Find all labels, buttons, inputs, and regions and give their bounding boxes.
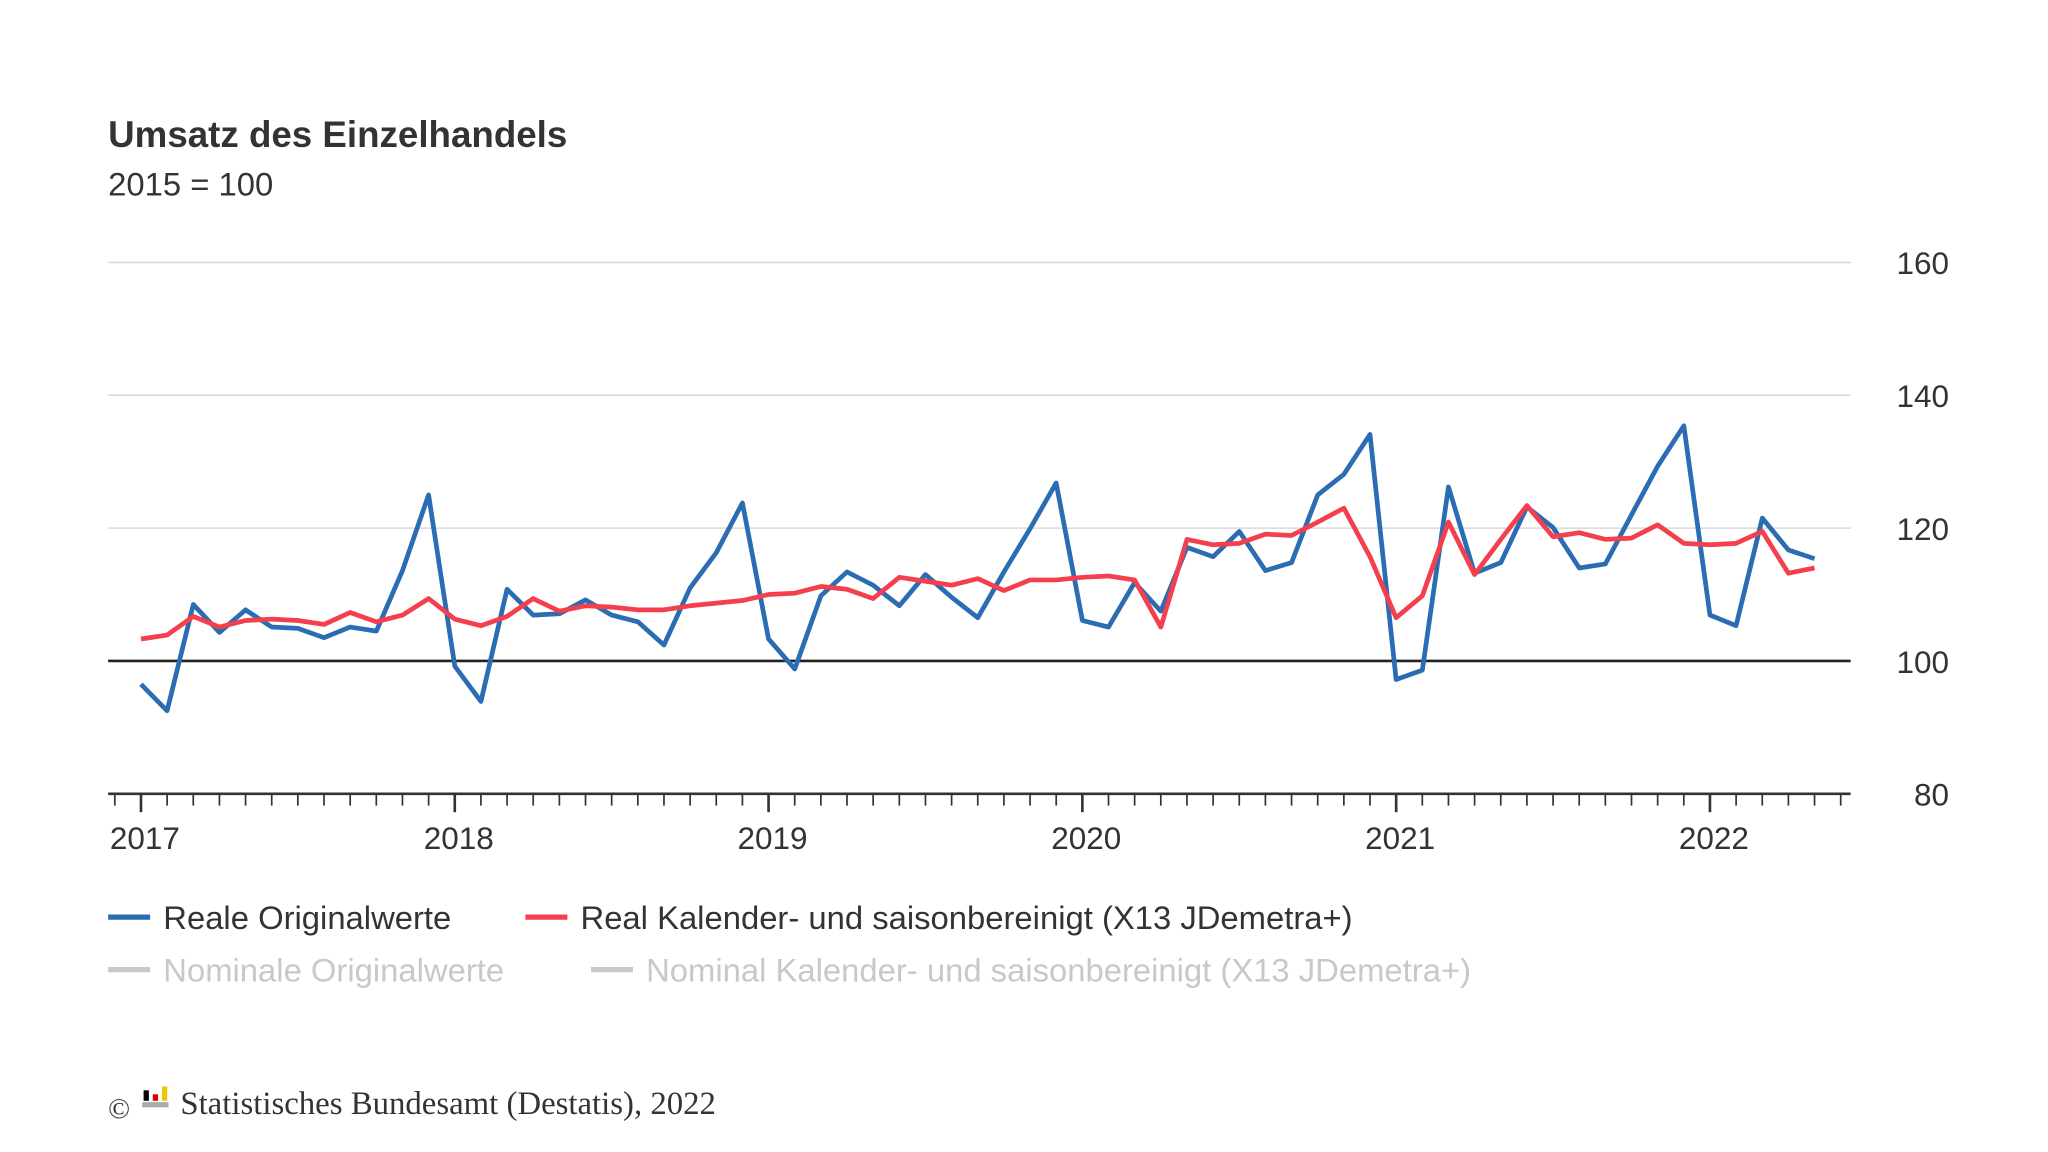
x-tick-label: 2021 bbox=[1365, 821, 1435, 856]
copyright-symbol: © bbox=[108, 1093, 130, 1125]
y-tick-label: 100 bbox=[1896, 645, 1949, 680]
y-axis: 160 140 120 100 80 bbox=[1896, 246, 1949, 812]
legend-label: Real Kalender- und saisonbereinigt (X13 … bbox=[581, 899, 1353, 936]
legend-item[interactable]: Nominale Originalwerte bbox=[108, 951, 504, 988]
chart-subtitle: 2015 = 100 bbox=[108, 165, 273, 202]
series-lines bbox=[139, 423, 1816, 714]
legend: Reale Originalwerte Real Kalender- und sa… bbox=[108, 899, 1471, 988]
series-line-0 bbox=[139, 423, 1816, 714]
y-tick-label: 140 bbox=[1896, 379, 1949, 414]
legend-item[interactable]: Reale Originalwerte bbox=[108, 899, 451, 936]
chart-title: Umsatz des Einzelhandels bbox=[108, 114, 567, 155]
series-line-1 bbox=[140, 503, 1815, 642]
x-tick-label: 2018 bbox=[424, 821, 494, 856]
x-tick-label: 2020 bbox=[1051, 821, 1121, 856]
x-tick-label: 2022 bbox=[1679, 821, 1749, 856]
x-axis: 2017 2018 2019 2020 2021 2022 bbox=[108, 792, 1851, 856]
y-tick-label: 120 bbox=[1896, 512, 1949, 547]
x-tick-label: 2019 bbox=[737, 821, 807, 856]
footer: © Statistisches Bundesamt (Destatis), 20… bbox=[108, 1086, 716, 1125]
y-tick-label: 160 bbox=[1896, 246, 1949, 281]
legend-item[interactable]: Nominal Kalender- und saisonbereinigt (X… bbox=[591, 951, 1471, 988]
x-tick-label: 2017 bbox=[110, 821, 180, 856]
legend-label: Reale Originalwerte bbox=[163, 899, 451, 936]
legend-label: Nominale Originalwerte bbox=[163, 951, 504, 988]
legend-label: Nominal Kalender- und saisonbereinigt (X… bbox=[646, 951, 1471, 988]
grid-lines bbox=[108, 261, 1851, 663]
y-tick-label: 80 bbox=[1914, 778, 1949, 813]
source-text: Statistisches Bundesamt (Destatis), 2022 bbox=[180, 1086, 716, 1122]
legend-item[interactable]: Real Kalender- und saisonbereinigt (X13 … bbox=[525, 899, 1353, 936]
destatis-logo-icon bbox=[142, 1086, 169, 1108]
